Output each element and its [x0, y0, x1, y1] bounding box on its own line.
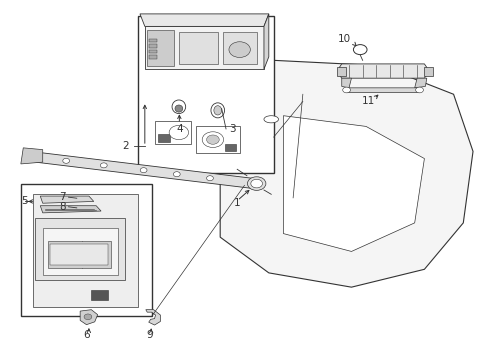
Bar	[148, 39, 157, 42]
Polygon shape	[341, 78, 351, 88]
Bar	[42, 228, 118, 275]
Polygon shape	[145, 310, 160, 325]
Text: 8: 8	[59, 202, 65, 212]
Bar	[147, 30, 174, 66]
Bar	[224, 144, 235, 151]
Text: 7: 7	[59, 192, 65, 202]
Polygon shape	[33, 194, 137, 307]
Bar	[148, 55, 157, 59]
Circle shape	[250, 179, 262, 188]
Bar	[21, 184, 152, 316]
Text: 9: 9	[146, 330, 153, 341]
Polygon shape	[80, 310, 98, 325]
Circle shape	[228, 42, 250, 58]
Circle shape	[206, 135, 219, 144]
Polygon shape	[140, 14, 268, 26]
Text: 6: 6	[83, 330, 90, 341]
Polygon shape	[346, 88, 419, 93]
Circle shape	[140, 168, 147, 173]
Circle shape	[169, 125, 188, 140]
Circle shape	[342, 87, 350, 93]
Polygon shape	[40, 196, 94, 203]
Text: 4: 4	[176, 124, 183, 134]
Ellipse shape	[210, 103, 224, 118]
Text: 11: 11	[361, 96, 374, 107]
Circle shape	[100, 163, 107, 168]
Ellipse shape	[264, 116, 278, 123]
Polygon shape	[40, 206, 101, 213]
Bar	[222, 32, 256, 64]
Circle shape	[353, 45, 366, 55]
Bar	[91, 290, 108, 300]
Bar	[424, 67, 432, 76]
Circle shape	[415, 87, 423, 93]
Bar	[35, 217, 125, 280]
Bar	[158, 134, 170, 142]
Text: 1: 1	[233, 198, 240, 208]
Circle shape	[62, 158, 69, 163]
Polygon shape	[32, 152, 255, 189]
Polygon shape	[264, 14, 268, 69]
Bar	[148, 44, 157, 48]
Circle shape	[202, 132, 223, 148]
Bar	[148, 50, 157, 53]
Polygon shape	[220, 60, 472, 287]
Bar	[154, 121, 191, 144]
Polygon shape	[21, 148, 42, 164]
Polygon shape	[414, 78, 426, 88]
Ellipse shape	[175, 105, 183, 112]
Bar	[50, 244, 108, 265]
Circle shape	[206, 176, 213, 181]
Polygon shape	[283, 116, 424, 251]
Bar	[144, 26, 264, 69]
Bar	[336, 67, 345, 76]
Text: 5: 5	[21, 197, 28, 206]
Ellipse shape	[213, 106, 221, 115]
Ellipse shape	[172, 100, 185, 113]
Polygon shape	[339, 64, 426, 78]
Bar	[196, 126, 239, 153]
Text: 3: 3	[229, 124, 236, 134]
Bar	[47, 241, 111, 267]
Circle shape	[173, 172, 180, 177]
Text: 10: 10	[337, 34, 350, 44]
Bar	[137, 16, 273, 173]
Text: 2: 2	[122, 141, 128, 151]
Ellipse shape	[247, 177, 265, 190]
Circle shape	[84, 314, 92, 320]
Bar	[179, 32, 217, 64]
